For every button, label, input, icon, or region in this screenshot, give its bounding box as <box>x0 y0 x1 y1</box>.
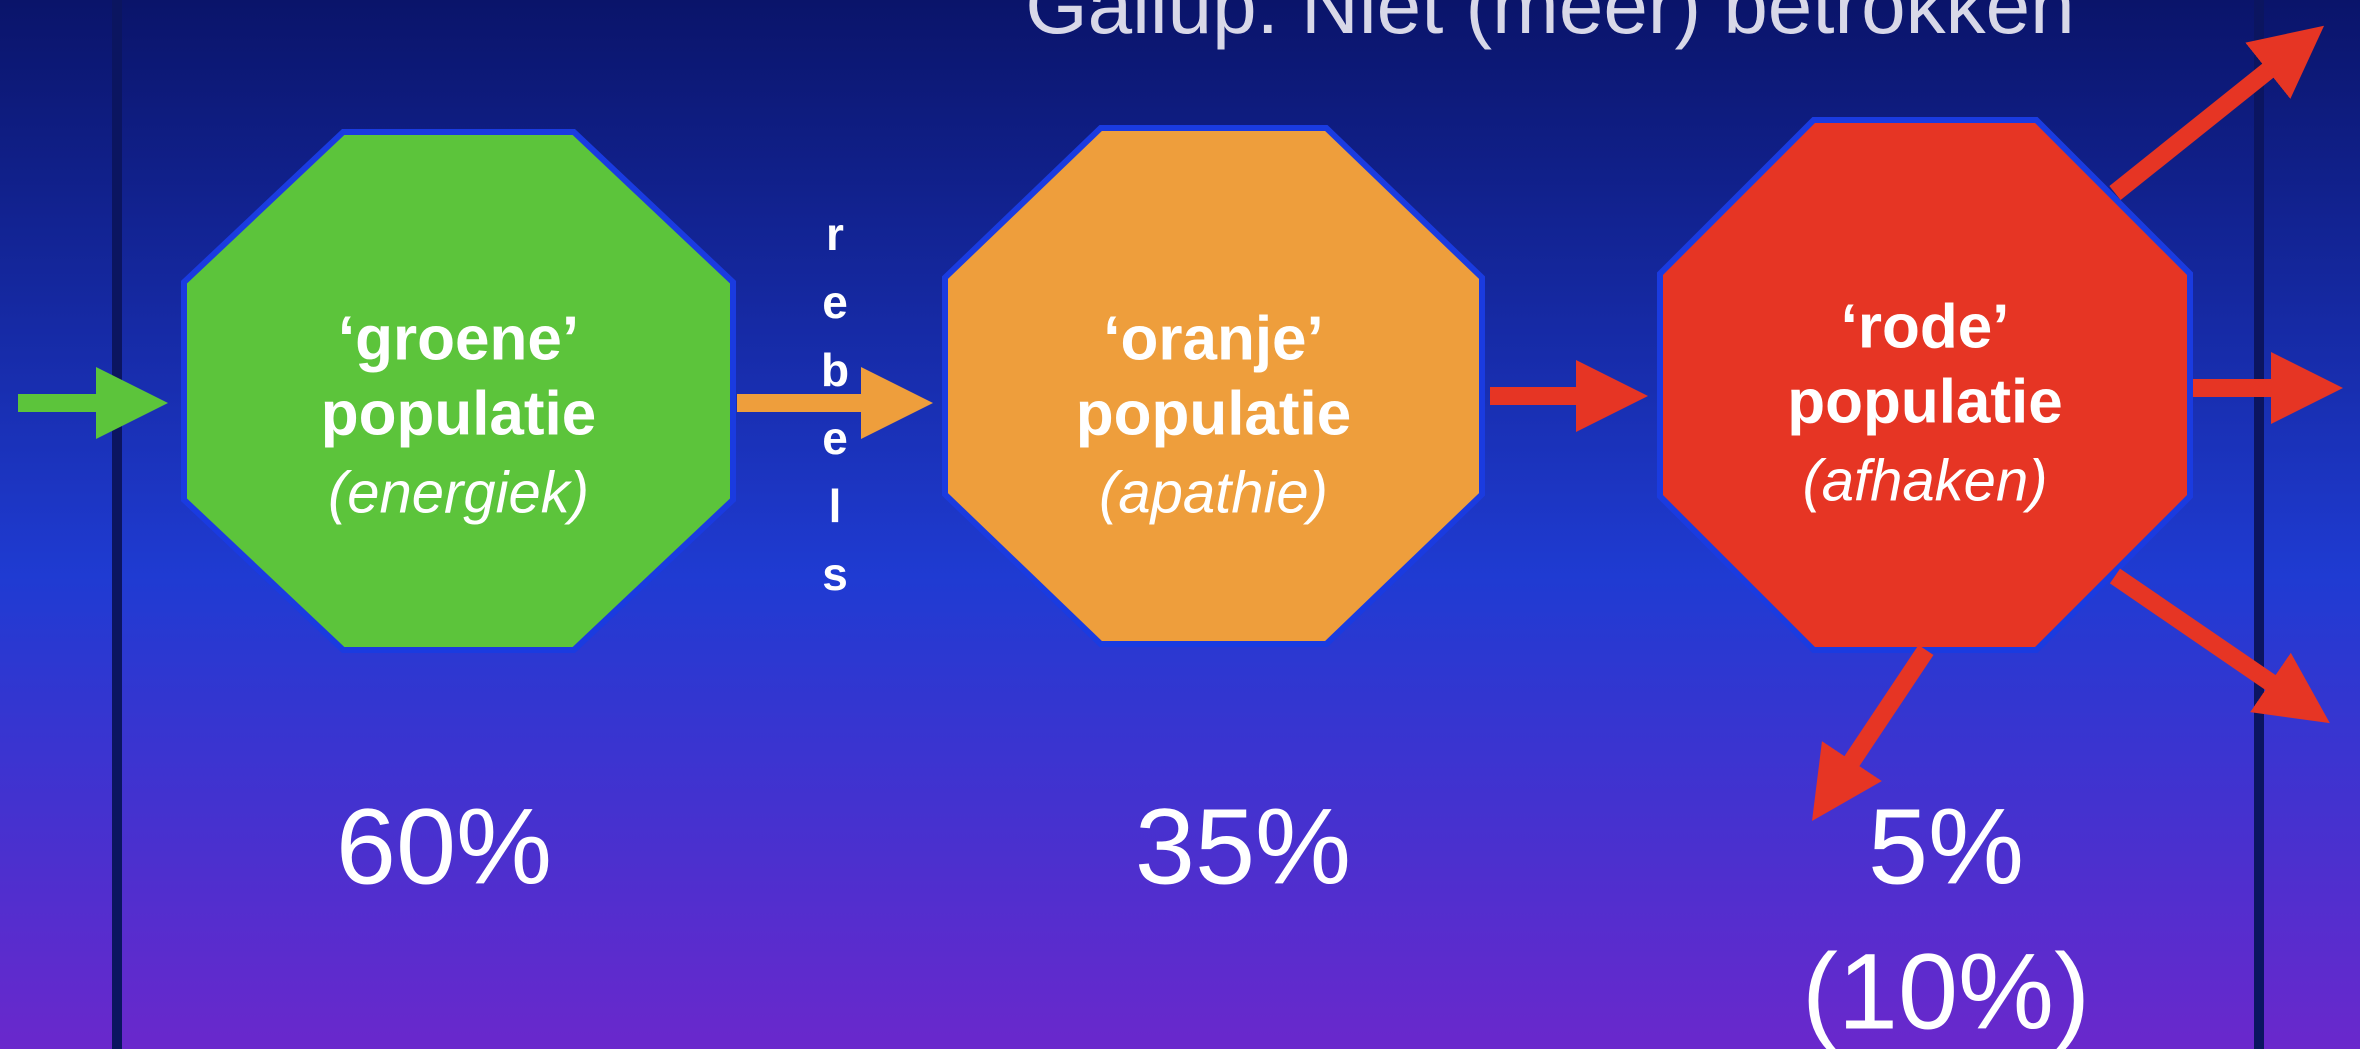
frame-line <box>2254 0 2264 1049</box>
frame-line <box>112 0 122 1049</box>
arrow <box>1812 645 1934 821</box>
percent-note: (10%) <box>1802 931 2090 1049</box>
letter: s <box>822 548 848 600</box>
letter: l <box>829 480 842 532</box>
node-subtitle: (energiek) <box>328 460 589 525</box>
octagon <box>942 125 1485 647</box>
node-label: populatie <box>1076 379 1352 448</box>
node-label: populatie <box>321 379 597 448</box>
letter: e <box>822 412 848 464</box>
percent: 60% <box>336 786 552 907</box>
node-subtitle: (apathie) <box>1099 460 1328 525</box>
letter: e <box>822 276 848 328</box>
letter: b <box>821 344 849 396</box>
node-subtitle: (afhaken) <box>1802 448 2047 513</box>
title: Gallup: Niet (meer) betrokken <box>1025 0 2074 50</box>
arrow <box>2109 25 2325 201</box>
letter: r <box>826 208 844 260</box>
arrow <box>2109 568 2330 724</box>
octagon <box>181 129 736 653</box>
percent: 5% <box>1868 786 2024 907</box>
node-quote: ‘oranje’ <box>1103 304 1324 373</box>
arrows <box>18 25 2343 821</box>
octagon <box>1657 117 2193 653</box>
node-label: populatie <box>1787 367 2063 436</box>
percent: 35% <box>1135 786 1351 907</box>
node-quote: ‘groene’ <box>338 304 579 373</box>
node-quote: ‘rode’ <box>1841 292 2010 361</box>
